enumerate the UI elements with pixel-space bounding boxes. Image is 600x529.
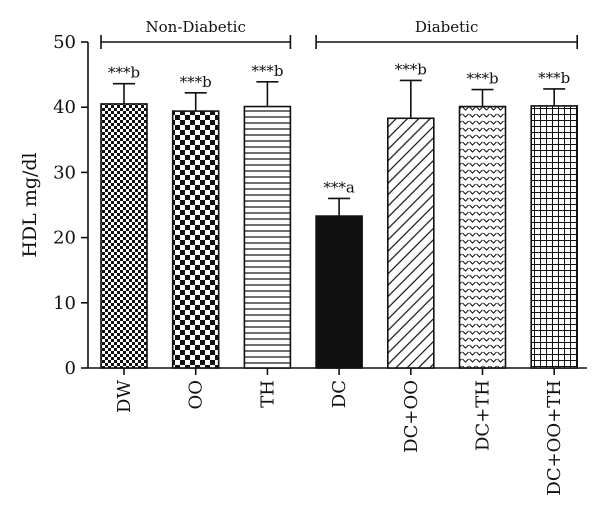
bar <box>386 117 435 369</box>
x-category-label: TH <box>257 380 278 408</box>
y-tick-label: 40 <box>53 97 76 118</box>
x-category-label: OO <box>186 380 207 410</box>
x-category-label: DW <box>114 380 135 413</box>
significance-label: ***b <box>251 62 283 80</box>
group-brackets: Non-Diabetic Diabetic <box>100 18 579 49</box>
bar <box>315 215 363 369</box>
y-ticks: 0 10 20 30 40 50 <box>53 32 88 379</box>
y-tick-label: 10 <box>53 293 76 314</box>
group-label: Diabetic <box>415 18 478 36</box>
x-category-label: DC <box>329 380 350 408</box>
y-tick-label: 30 <box>53 162 76 183</box>
bar <box>171 110 220 369</box>
y-tick-label: 20 <box>53 228 76 249</box>
bar <box>530 105 579 369</box>
y-tick-label: 0 <box>65 358 76 379</box>
group-label: Non-Diabetic <box>146 18 246 36</box>
significance-label: ***b <box>395 60 427 78</box>
significance-label: ***b <box>538 69 570 87</box>
x-category-labels: DW OO TH DC DC+OO DC+TH DC+OO+TH <box>114 368 565 496</box>
x-category-label: DC+OO+TH <box>544 380 565 496</box>
bar <box>458 105 507 369</box>
significance-label: ***b <box>180 73 212 91</box>
x-category-label: DC+TH <box>473 380 494 451</box>
significance-label: ***b <box>466 70 498 88</box>
significance-label: ***b <box>108 64 140 82</box>
y-tick-label: 50 <box>53 32 76 53</box>
significance-label: ***a <box>323 178 355 196</box>
bar <box>100 103 148 369</box>
y-axis-label: HDL mg/dl <box>19 152 41 257</box>
bar <box>243 105 292 369</box>
x-category-label: DC+OO <box>401 380 422 453</box>
bars: ***b ***b ***b ***a ***b ***b ***b <box>100 60 579 369</box>
y-axis: 0 10 20 30 40 50 <box>53 32 89 379</box>
